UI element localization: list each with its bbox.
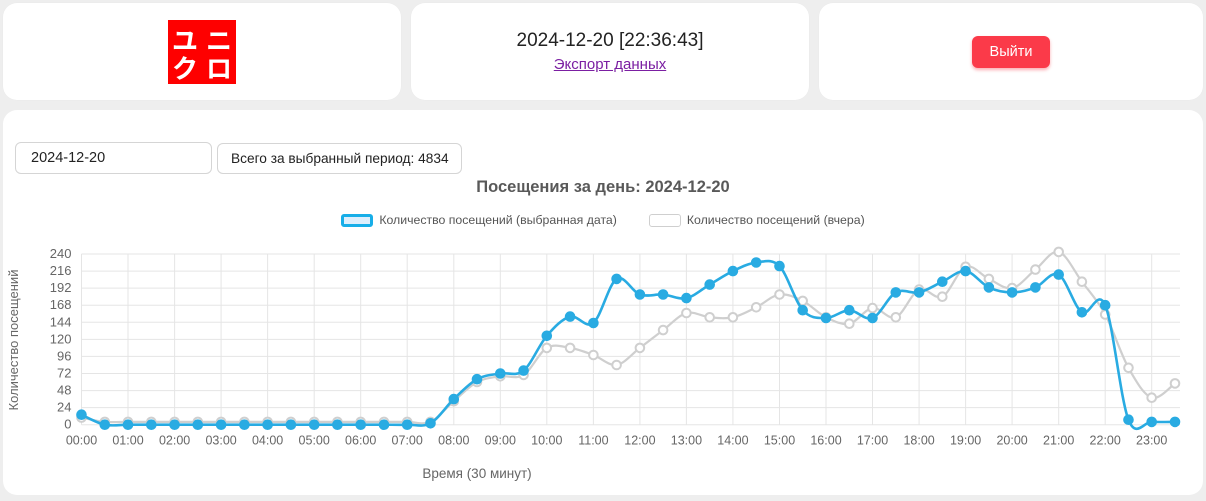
svg-text:21:00: 21:00	[1043, 434, 1074, 448]
svg-text:05:00: 05:00	[299, 434, 330, 448]
svg-text:19:00: 19:00	[950, 434, 981, 448]
svg-text:Количество посещений: Количество посещений	[6, 270, 21, 411]
svg-text:08:00: 08:00	[438, 434, 469, 448]
svg-text:12:00: 12:00	[624, 434, 655, 448]
svg-text:72: 72	[57, 366, 71, 381]
svg-text:06:00: 06:00	[345, 434, 376, 448]
svg-text:16:00: 16:00	[810, 434, 841, 448]
svg-text:07:00: 07:00	[392, 434, 423, 448]
svg-text:0: 0	[64, 417, 71, 432]
svg-text:03:00: 03:00	[205, 434, 236, 448]
svg-text:00:00: 00:00	[66, 434, 97, 448]
svg-text:17:00: 17:00	[857, 434, 888, 448]
svg-text:20:00: 20:00	[996, 434, 1027, 448]
svg-text:14:00: 14:00	[717, 434, 748, 448]
svg-text:48: 48	[57, 383, 71, 398]
svg-text:13:00: 13:00	[671, 434, 702, 448]
svg-text:240: 240	[50, 246, 72, 261]
svg-text:192: 192	[50, 280, 72, 295]
svg-text:168: 168	[50, 297, 72, 312]
svg-text:23:00: 23:00	[1136, 434, 1167, 448]
svg-text:01:00: 01:00	[112, 434, 143, 448]
svg-text:02:00: 02:00	[159, 434, 190, 448]
svg-text:Время (30 минут): Время (30 минут)	[422, 466, 531, 481]
svg-text:10:00: 10:00	[531, 434, 562, 448]
svg-text:04:00: 04:00	[252, 434, 283, 448]
svg-text:18:00: 18:00	[903, 434, 934, 448]
svg-text:120: 120	[50, 331, 72, 346]
svg-text:96: 96	[57, 348, 71, 363]
svg-text:144: 144	[50, 314, 72, 329]
svg-text:15:00: 15:00	[764, 434, 795, 448]
svg-text:24: 24	[57, 400, 71, 415]
svg-text:22:00: 22:00	[1090, 434, 1121, 448]
svg-text:11:00: 11:00	[578, 434, 608, 448]
svg-text:09:00: 09:00	[485, 434, 516, 448]
svg-text:216: 216	[50, 263, 72, 278]
